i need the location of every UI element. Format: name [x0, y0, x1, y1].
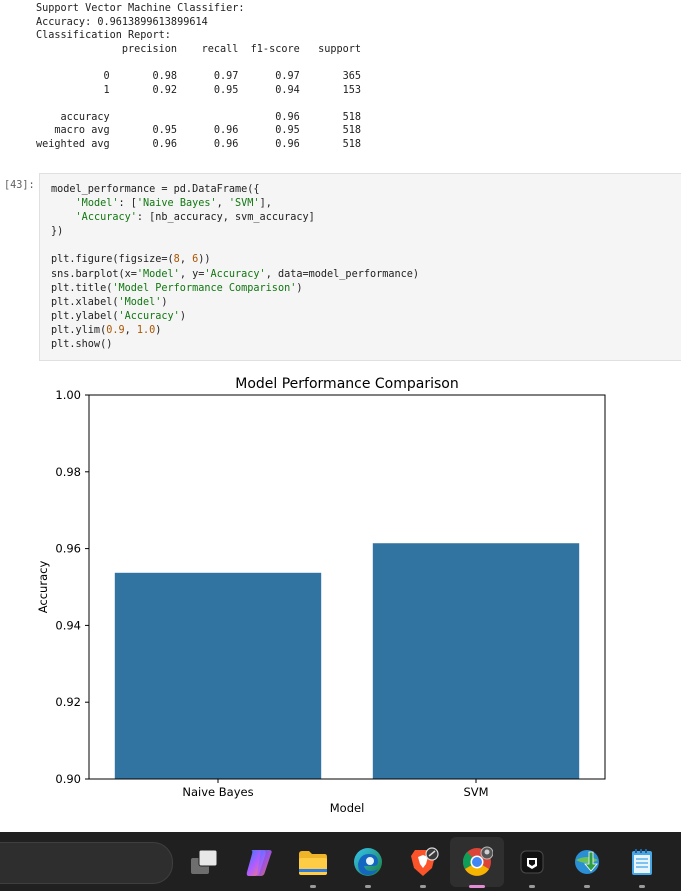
file-explorer-icon[interactable]	[297, 846, 329, 888]
code-token: 'SVM'	[228, 198, 260, 210]
bar	[114, 572, 322, 779]
code-token: ],	[259, 198, 272, 210]
y-tick-label: 0.90	[55, 772, 81, 786]
taskbar	[0, 832, 681, 891]
notepad-icon[interactable]	[626, 846, 658, 888]
y-axis-label: Accuracy	[36, 561, 50, 614]
code-token: : [nb_accuracy, svm_accuracy]	[136, 212, 315, 224]
code-token: ,	[179, 254, 193, 266]
code-token: model_performance = pd.DataFrame({	[51, 184, 260, 195]
code-token: , data=model_performance)	[265, 268, 420, 280]
running-indicator	[310, 885, 316, 888]
code-token: 0.9	[106, 324, 125, 336]
code-token: plt.ylabel(	[51, 310, 119, 322]
y-tick-label: 0.96	[55, 542, 81, 556]
code-cell[interactable]: model_performance = pd.DataFrame({ 'Mode…	[39, 173, 681, 361]
code-token: 'Naive Bayes'	[136, 198, 217, 210]
code-token: plt.show()	[51, 339, 113, 351]
x-tick-label: Naive Bayes	[182, 785, 253, 799]
code-token: 8	[173, 254, 180, 266]
code-token: })	[51, 226, 64, 238]
code-token: )	[155, 324, 162, 336]
running-indicator	[529, 885, 535, 888]
y-tick-label: 0.92	[55, 695, 81, 709]
y-tick-label: 0.98	[55, 465, 81, 479]
running-indicator	[639, 885, 645, 888]
copilot-icon[interactable]	[243, 846, 275, 878]
y-tick-label: 1.00	[55, 388, 81, 402]
code-token: 'Accuracy'	[118, 310, 180, 322]
x-axis-label: Model	[330, 801, 365, 815]
cell-prompt: [43]:	[4, 180, 35, 191]
code-token: ))	[198, 254, 211, 266]
code-token: ,	[216, 198, 229, 210]
code-token: 'Model'	[118, 296, 162, 308]
code-token: 'Accuracy'	[75, 212, 137, 224]
code-token: 1.0	[136, 324, 156, 336]
chart-title: Model Performance Comparison	[235, 376, 458, 392]
code-token: )	[296, 282, 303, 294]
chrome-icon[interactable]	[450, 837, 504, 888]
running-indicator	[420, 885, 426, 888]
task-view-icon[interactable]	[188, 846, 220, 878]
bar	[372, 543, 580, 779]
code-token: )	[161, 296, 168, 308]
code-editor[interactable]: model_performance = pd.DataFrame({ 'Mode…	[51, 183, 419, 352]
code-token: plt.title(	[51, 282, 113, 294]
code-token: plt.ylim(	[51, 324, 107, 336]
code-token: : [	[118, 198, 137, 210]
running-indicator	[365, 885, 371, 888]
taskbar-search-box[interactable]	[0, 842, 173, 884]
code-token: 6	[192, 254, 199, 266]
code-token	[51, 198, 76, 209]
bar-chart: Naive Bayes SVM 0.90 0.92 0.94 0.96 0.98 1.00 Mo…	[36, 376, 606, 815]
code-token: 'Model'	[75, 198, 119, 210]
code-token: )	[179, 310, 186, 322]
code-token: , y=	[179, 268, 205, 280]
svm-classification-output: Support Vector Machine Classifier: Accur…	[36, 3, 362, 150]
code-token: plt.xlabel(	[51, 296, 119, 308]
code-token: 'Accuracy'	[204, 268, 266, 280]
code-token	[51, 212, 76, 223]
code-token: 'Model'	[136, 268, 180, 280]
x-tick-label: SVM	[463, 785, 488, 799]
download-manager-icon[interactable]	[571, 846, 603, 888]
edge-icon[interactable]	[352, 846, 384, 888]
code-token: plt.figure(figsize=(	[51, 254, 174, 266]
dark-app-icon[interactable]	[516, 846, 548, 888]
running-indicator	[584, 885, 590, 888]
brave-icon[interactable]	[407, 846, 439, 888]
plot-frame	[88, 394, 606, 780]
code-token: sns.barplot(x=	[51, 268, 137, 280]
y-tick-label: 0.94	[55, 618, 81, 632]
code-token: ,	[124, 324, 137, 336]
active-indicator	[469, 885, 485, 888]
code-token: 'Model Performance Comparison'	[112, 282, 297, 294]
